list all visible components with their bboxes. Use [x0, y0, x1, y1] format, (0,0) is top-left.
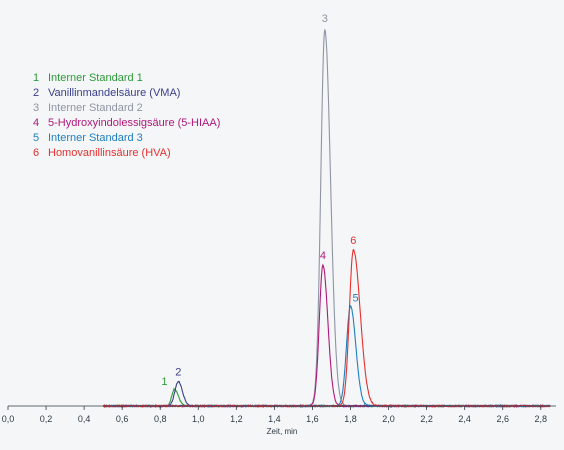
x-axis-ticks: 0,0 0,2 0,4 0,6 0,8 1,0 1,2 1,4 1,6 1,8 2,0 2,2 2,4 2… [2, 406, 547, 424]
x-tick-label: 2,4 [458, 414, 471, 424]
peak-label-4: 4 [320, 250, 326, 262]
peak-label-6: 6 [350, 235, 356, 247]
series-line-1 [103, 387, 551, 409]
legend-label-5: Interner Standard 3 [48, 132, 143, 144]
legend-label-4: 5-Hydroxyindolessigsäure (5-HIAA) [48, 117, 220, 129]
legend-label-2: Vanillinmandelsäure (VMA) [48, 87, 180, 99]
legend-number-5: 5 [33, 132, 39, 144]
x-axis-title: Zeit, min [267, 427, 298, 436]
legend-label-1: Interner Standard 1 [48, 72, 143, 84]
peak-label-1: 1 [161, 376, 167, 388]
x-tick-label: 0,0 [2, 414, 15, 424]
legend-number-6: 6 [33, 147, 39, 159]
series-line-4 [103, 263, 551, 409]
legend-label-3: Interner Standard 2 [48, 102, 143, 114]
peak-label-2: 2 [175, 367, 181, 379]
x-tick-label: 1,0 [192, 414, 205, 424]
series-line-6 [102, 248, 551, 409]
x-tick-label: 2,6 [496, 414, 509, 424]
x-tick-label: 1,6 [306, 414, 319, 424]
legend: 1 Interner Standard 1 2 Vanillinmandelsäure… [33, 72, 220, 159]
x-tick-label: 0,6 [116, 414, 129, 424]
peak-labels: 12 3 4 5 6 [161, 13, 358, 388]
peak-label-5: 5 [352, 292, 358, 304]
x-tick-label: 2,0 [382, 414, 395, 424]
series-line-5 [103, 304, 551, 409]
x-axis: 0,0 0,2 0,4 0,6 0,8 1,0 1,2 1,4 1,6 1,8 2,0 2,2 2,4 2… [2, 405, 556, 436]
x-tick-label: 0,2 [40, 414, 53, 424]
legend-label-6: Homovanillinsäure (HVA) [48, 147, 171, 159]
x-tick-label: 1,8 [344, 414, 357, 424]
x-tick-label: 1,4 [268, 414, 281, 424]
x-tick-label: 2,2 [420, 414, 433, 424]
x-tick-label: 1,2 [230, 414, 243, 424]
x-tick-label: 0,8 [154, 414, 167, 424]
x-tick-label: 2,8 [535, 414, 548, 424]
legend-number-3: 3 [33, 102, 39, 114]
legend-number-4: 4 [33, 117, 39, 129]
peak-label-3: 3 [322, 13, 328, 25]
legend-number-2: 2 [33, 87, 39, 99]
legend-number-1: 1 [33, 72, 39, 84]
x-tick-label: 0,4 [78, 414, 91, 424]
